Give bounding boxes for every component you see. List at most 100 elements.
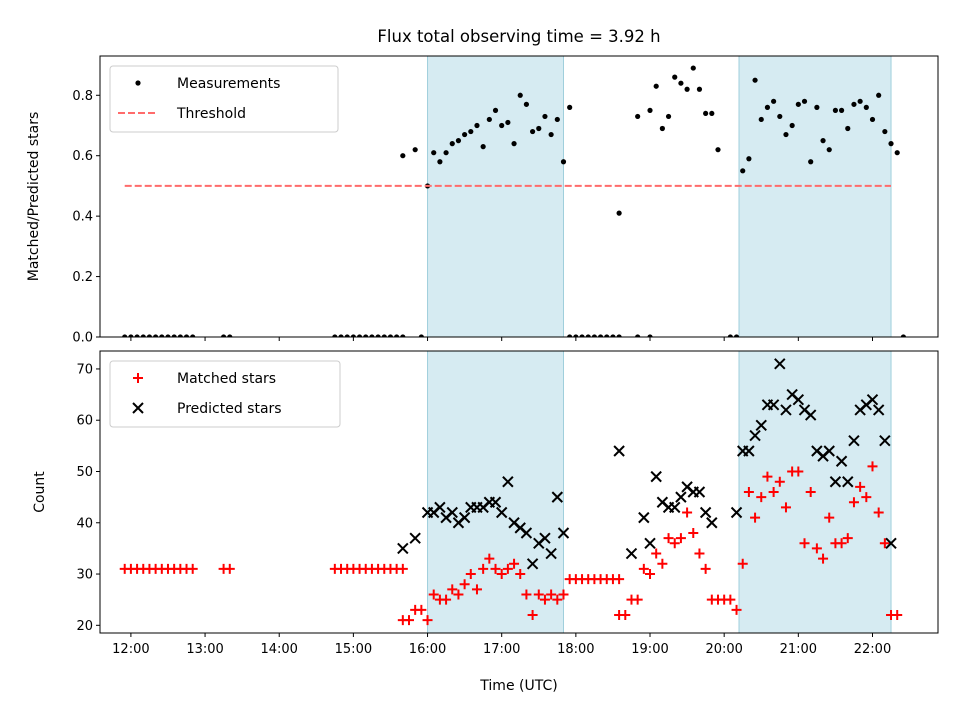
data-point [767, 399, 780, 411]
data-point [675, 491, 687, 503]
data-point [842, 476, 854, 488]
legend-marker [133, 373, 143, 383]
y-tick-label: 70 [76, 362, 93, 377]
legend: Matched stars Predicted stars [109, 360, 341, 428]
data-point [861, 492, 872, 503]
data-point [495, 506, 508, 519]
data-point [740, 168, 746, 174]
data-point [799, 538, 810, 549]
x-tick-label: 14:00 [260, 642, 297, 657]
data-point [876, 92, 882, 98]
data-point [838, 107, 845, 113]
data-point [591, 334, 597, 337]
data-point [431, 150, 437, 156]
data-point [499, 122, 505, 129]
data-point [140, 334, 146, 337]
data-point [416, 604, 427, 615]
x-tick-label: 17:00 [483, 642, 520, 657]
data-point [418, 334, 424, 337]
data-point [688, 528, 699, 539]
data-point [750, 512, 761, 523]
data-point [848, 497, 859, 508]
data-point [780, 404, 792, 416]
data-point [122, 334, 128, 337]
data-point [758, 116, 764, 123]
data-point [567, 104, 573, 110]
data-point [375, 334, 381, 337]
y-tick-label: 30 [76, 568, 93, 583]
data-point [625, 547, 638, 560]
data-point [823, 445, 835, 457]
data-point [551, 491, 564, 503]
y-tick-label: 20 [76, 619, 93, 634]
data-point [829, 476, 842, 488]
legend-label: Predicted stars [177, 401, 282, 417]
data-point [867, 461, 878, 472]
x-tick-label: 18:00 [557, 642, 594, 657]
data-point [845, 125, 851, 132]
data-point [725, 594, 736, 605]
data-point [665, 113, 672, 120]
data-point [539, 594, 550, 605]
data-point [614, 574, 625, 585]
data-point [706, 517, 718, 529]
axes-frame [99, 55, 939, 338]
data-point [474, 122, 480, 129]
data-point [489, 496, 502, 508]
data-point [709, 110, 715, 117]
data-point [848, 435, 860, 447]
data-point [866, 394, 879, 406]
data-point [490, 563, 501, 574]
data-point [882, 128, 888, 135]
data-point [733, 334, 740, 337]
data-point [774, 476, 785, 487]
data-point [539, 532, 551, 544]
shaded-interval [739, 56, 892, 337]
data-point [792, 394, 805, 406]
data-point [777, 113, 783, 120]
data-point [403, 615, 414, 626]
data-point [715, 147, 721, 153]
data-point [480, 144, 486, 150]
shaded-interval [427, 351, 564, 633]
data-point [675, 533, 686, 544]
y-axis-label: Matched/Predicted stars [26, 112, 42, 282]
data-point [749, 429, 761, 442]
y-tick-label: 50 [76, 465, 93, 480]
data-point [832, 107, 839, 113]
data-point [752, 77, 758, 83]
data-point [468, 128, 474, 135]
data-point [422, 615, 433, 626]
data-point [153, 334, 159, 337]
data-point [610, 334, 616, 337]
series-matched-stars [119, 461, 903, 626]
data-point [536, 125, 542, 132]
data-point [579, 334, 585, 337]
x-tick-label: 20:00 [705, 642, 742, 657]
data-point [731, 604, 742, 615]
y-tick-label: 0.2 [72, 270, 93, 285]
x-tick-label: 16:00 [409, 642, 446, 657]
data-point [381, 334, 387, 337]
data-point [879, 435, 891, 447]
data-point [836, 538, 847, 549]
data-point [350, 334, 356, 337]
data-point [762, 471, 773, 482]
data-point [511, 141, 517, 147]
data-point [872, 404, 885, 416]
data-point [567, 334, 573, 337]
data-point [356, 334, 363, 337]
data-point [573, 334, 579, 337]
data-point [644, 537, 656, 549]
y-tick-label: 0.4 [72, 210, 93, 225]
data-point [727, 334, 733, 337]
data-point [453, 589, 464, 600]
x-tick-label: 12:00 [112, 642, 149, 657]
data-point [441, 594, 452, 605]
data-point [394, 334, 400, 337]
data-point [638, 563, 649, 574]
data-point [443, 150, 449, 156]
data-point [900, 334, 906, 337]
data-point [227, 334, 233, 337]
data-point [520, 527, 533, 539]
